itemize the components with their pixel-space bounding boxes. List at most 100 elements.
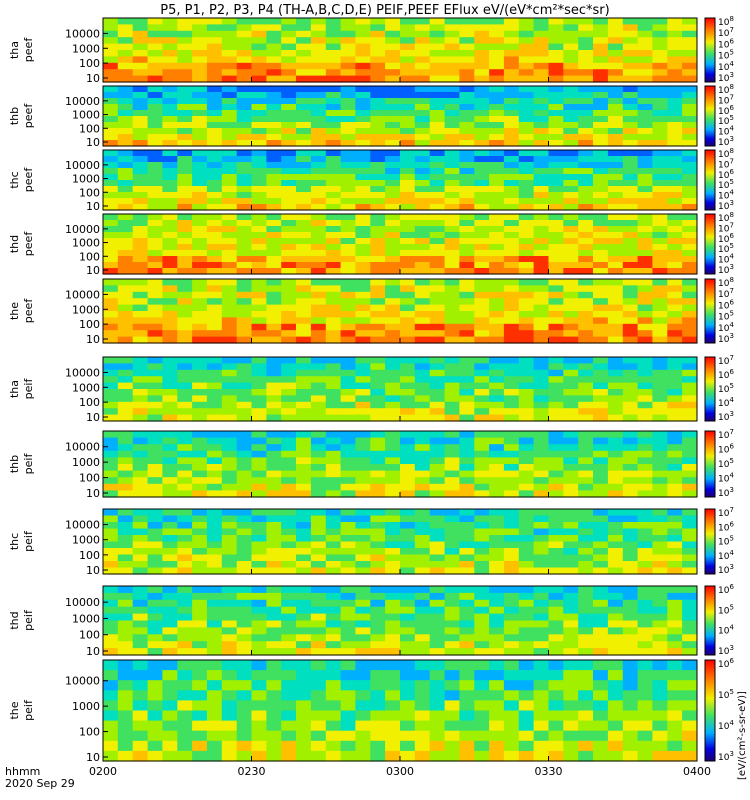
heat-cell — [162, 37, 178, 45]
heat-cell — [400, 198, 416, 205]
heat-cell — [682, 700, 698, 712]
heat-cell — [637, 226, 653, 233]
heat-cell — [281, 561, 297, 569]
heat-cell — [370, 648, 386, 656]
heat-cell — [429, 204, 446, 211]
heat-cell — [251, 750, 267, 762]
heat-cell — [578, 156, 594, 163]
heat-cell — [518, 262, 535, 269]
heat-cell — [192, 567, 208, 575]
heat-cell — [474, 298, 490, 306]
heat-cell — [221, 86, 238, 93]
heat-cell — [444, 192, 460, 199]
heat-cell — [206, 30, 223, 38]
heat-cell — [578, 86, 594, 93]
heat-cell — [192, 634, 208, 642]
heat-cell — [370, 220, 386, 227]
heat-cell — [593, 528, 609, 536]
heat-cell — [192, 268, 208, 275]
heat-cell — [325, 116, 342, 123]
heat-cell — [578, 554, 594, 562]
heat-cell — [607, 98, 624, 105]
heat-cell — [177, 244, 193, 251]
heat-cell — [192, 186, 208, 193]
heat-cell — [414, 226, 431, 233]
heat-cell — [563, 690, 579, 701]
heat-cell — [177, 710, 193, 722]
y-tick-label: 1000 — [72, 534, 100, 547]
heat-cell — [637, 395, 653, 403]
heat-cell — [518, 18, 535, 25]
heat-cell — [147, 710, 163, 722]
heat-cell — [637, 198, 653, 205]
heat-cell — [266, 750, 282, 762]
panel-species-label: peef — [22, 37, 35, 63]
heat-cell — [266, 395, 282, 403]
heat-cell — [682, 232, 698, 239]
heat-cell — [518, 528, 535, 536]
heat-cell — [503, 244, 520, 251]
heat-cell — [400, 369, 416, 377]
heat-cell — [132, 268, 149, 275]
heat-cell — [607, 116, 624, 123]
heat-cell — [533, 470, 549, 478]
heat-cell — [340, 150, 356, 157]
heat-cell — [147, 483, 163, 491]
heat-cell — [236, 232, 253, 239]
heat-cell — [132, 180, 149, 187]
heat-cell — [192, 162, 208, 169]
heat-cell — [444, 470, 460, 478]
heat-cell — [429, 268, 446, 275]
y-tick-label: 100 — [79, 472, 100, 485]
heat-cell — [103, 291, 119, 299]
heat-cell — [563, 395, 579, 403]
heat-cell — [474, 98, 490, 105]
heat-cell — [117, 122, 134, 129]
heat-cell — [355, 134, 371, 141]
heat-cell — [414, 548, 431, 556]
heat-cell — [518, 69, 535, 77]
heat-cell — [340, 700, 356, 712]
heat-cell — [177, 291, 193, 299]
heat-cell — [593, 244, 609, 251]
heat-cell — [221, 535, 238, 543]
heat-cell — [400, 490, 416, 498]
heat-cell — [117, 24, 134, 32]
heat-cell — [459, 37, 475, 45]
heat-cell — [652, 285, 668, 293]
heat-cell — [370, 50, 386, 57]
heat-cell — [533, 24, 549, 32]
heat-cell — [370, 192, 386, 199]
heat-cell — [593, 567, 609, 575]
heat-cell — [192, 528, 208, 536]
heat-cell — [667, 279, 683, 286]
heat-cell — [251, 262, 267, 269]
heat-cell — [533, 37, 549, 45]
heat-cell — [429, 304, 446, 312]
heat-cell — [251, 140, 267, 147]
y-tick-label: 10 — [86, 751, 100, 764]
heat-cell — [103, 238, 119, 245]
heat-cell — [117, 464, 134, 472]
heat-cell — [177, 330, 193, 338]
heat-cell — [251, 464, 267, 472]
heat-cell — [355, 75, 371, 83]
heat-cell — [385, 710, 401, 722]
heat-cell — [578, 408, 594, 416]
heat-cell — [251, 401, 267, 409]
heat-cell — [266, 606, 282, 615]
heat-cell — [503, 750, 520, 762]
heat-cell — [503, 214, 520, 221]
heat-cell — [385, 620, 401, 628]
heat-cell — [667, 613, 683, 622]
heat-cell — [221, 180, 238, 187]
heat-cell — [340, 291, 356, 299]
heat-cell — [177, 750, 193, 762]
heat-cell — [667, 376, 683, 384]
heat-cell — [206, 620, 223, 628]
heat-cell — [177, 535, 193, 543]
heat-cell — [682, 586, 698, 594]
heat-cell — [667, 336, 683, 344]
y-tick-label: 1000 — [72, 612, 100, 625]
heat-cell — [325, 660, 342, 671]
